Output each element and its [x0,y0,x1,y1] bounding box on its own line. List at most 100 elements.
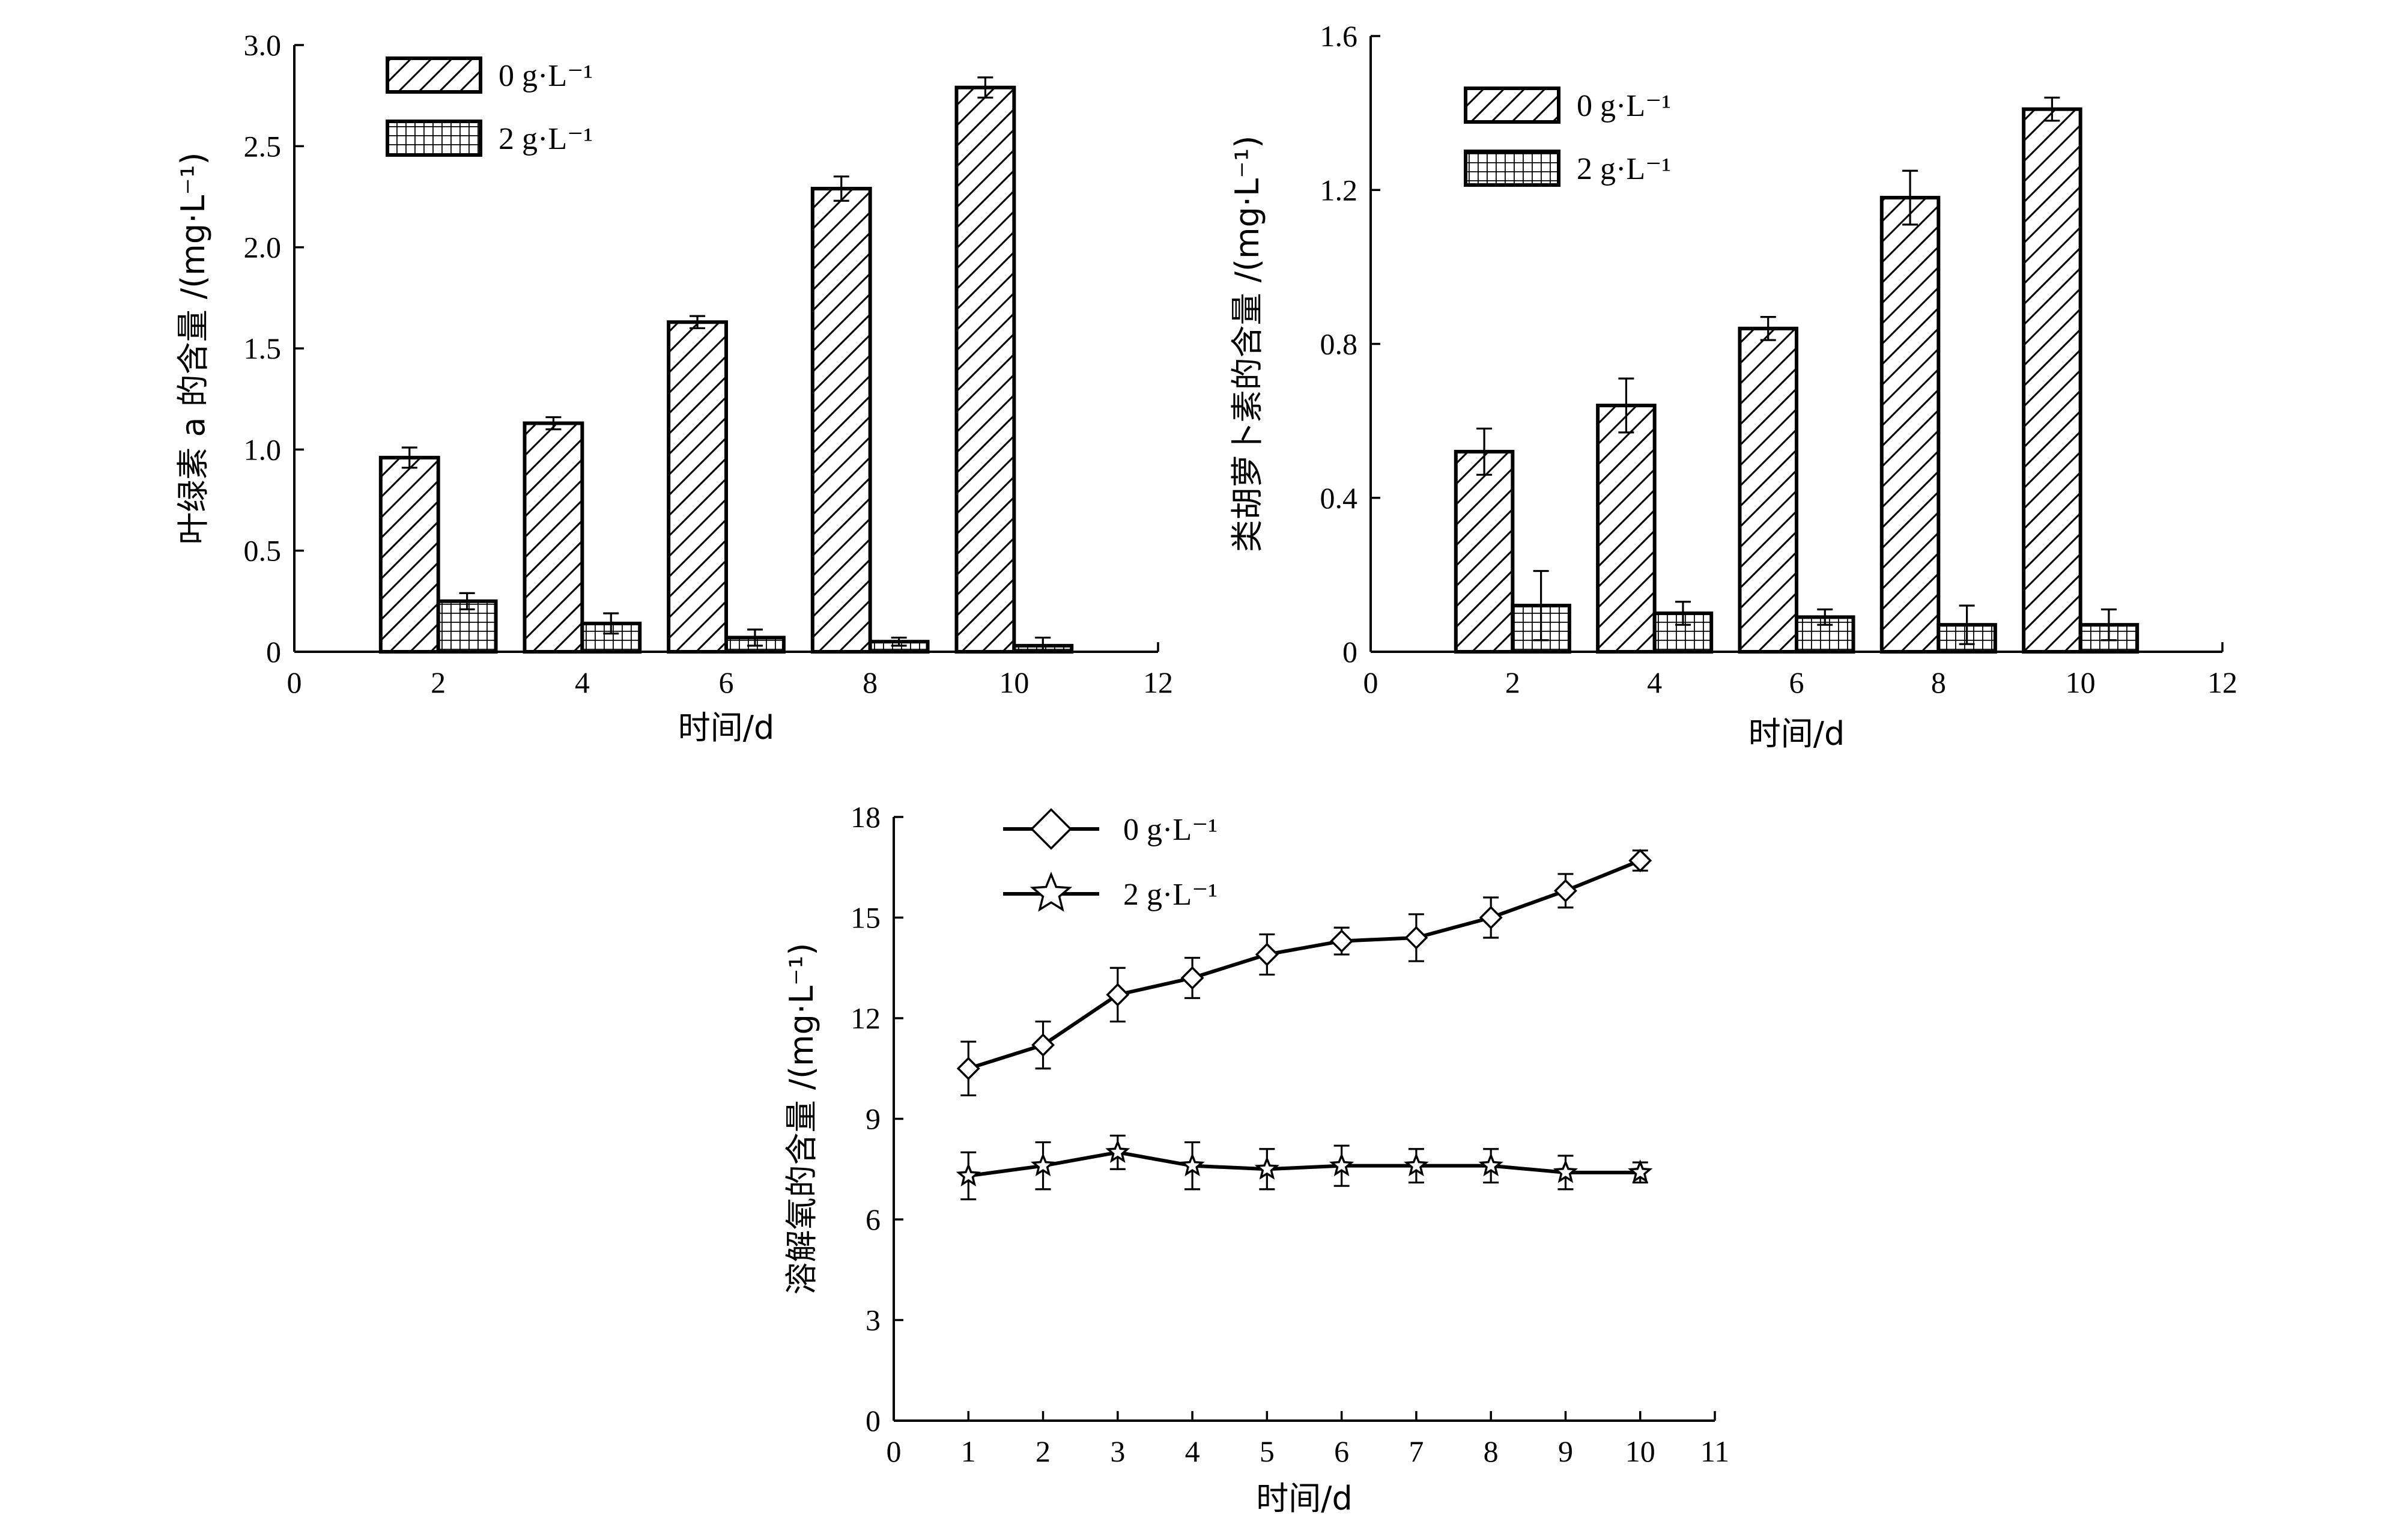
diamond-marker [1030,808,1072,850]
y-tick-label: 3.0 [244,28,282,62]
x-tick-label: 2 [1036,1434,1051,1468]
y-tick-label: 0.5 [244,534,282,568]
x-tick-label: 0 [887,1434,902,1468]
x-tick-label: 8 [1484,1434,1499,1468]
bar [1596,404,1657,654]
bar [1879,196,1941,654]
y-tick-label: 1.5 [244,332,282,365]
star-marker [1030,1153,1056,1177]
error-bar [1902,169,1918,226]
star-marker [1030,872,1073,912]
x-tick-label: 8 [1931,666,1946,699]
bar [1454,449,1515,654]
legend-swatch [386,120,482,157]
x-tick-label: 10 [2066,666,2096,699]
legend-label: 0 g·L⁻¹ [1123,813,1218,847]
star-marker [1180,1153,1205,1177]
bar [667,320,728,654]
bar [378,455,440,654]
y-tick-label: 0 [866,1404,881,1437]
x-tick-label: 0 [1363,666,1378,699]
error-bar [1959,604,1975,645]
x-axis-title: 时间/d [1256,1480,1352,1517]
error-bar [833,175,849,202]
bar [810,187,872,654]
error-bar [603,612,619,635]
x-tick-label: 5 [1260,1434,1275,1468]
chlorophyll-a-chart: 0 2 4 6 8 10 12 0 0.5 1.0 1.5 2.0 2.5 3.0 时间/d 叶绿素 a 的含… [174,28,1173,747]
diamond-marker [1479,906,1503,929]
x-tick-label: 4 [1647,666,1662,699]
star-marker [1329,1153,1354,1177]
legend-swatch [386,56,482,94]
x-tick-label: 10 [999,666,1029,699]
y-tick-label: 9 [866,1102,881,1136]
star-marker [1404,1153,1429,1177]
x-tick-label: 12 [1143,666,1173,699]
y-tick-label: 0 [266,635,281,669]
legend-label: 0 g·L⁻¹ [1577,89,1671,123]
y-tick-label: 12 [851,1001,881,1035]
x-tick-label: 4 [575,666,590,699]
diamond-marker [1106,983,1130,1007]
y-tick-label: 3 [866,1304,881,1337]
y-tick-label: 2.5 [244,129,282,163]
error-bar [747,628,763,647]
x-tick-label: 8 [863,666,878,699]
error-bar [1476,427,1493,476]
y-tick-label: 1.2 [1320,173,1358,207]
y-tick-label: 0.4 [1320,481,1358,515]
star-marker [1478,1153,1503,1177]
x-tick-label: 4 [1185,1434,1200,1468]
star-marker [1105,1139,1130,1163]
error-bar [401,446,417,469]
x-tick-label: 9 [1558,1434,1573,1468]
error-bar [690,315,706,329]
y-tick-label: 18 [851,800,881,834]
error-bar [1675,601,1691,626]
y-tick-label: 6 [866,1203,881,1236]
error-bar [1817,608,1833,626]
y-tick-label: 0.8 [1320,327,1358,361]
diamond-marker [1255,943,1279,967]
diamond-marker [1180,966,1204,990]
star-marker [956,1162,981,1187]
bar [2022,107,2082,654]
y-tick-label: 15 [851,901,881,935]
legend-label: 2 g·L⁻¹ [1577,152,1671,186]
carotenoid-chart: 0 2 4 6 8 10 12 0 0.4 0.8 1.2 1.6 时间/d 类胡萝卜素的含量 /(mg·… [1228,19,2237,753]
legend-label: 2 g·L⁻¹ [499,122,593,156]
error-bar [545,416,562,431]
series-line [968,1150,1640,1178]
legend-swatch [1464,87,1560,124]
diamond-marker [1628,849,1652,873]
x-tick-label: 3 [1110,1434,1125,1468]
star-marker [1553,1159,1579,1183]
series-line [968,858,1641,1070]
diamond-marker [1330,929,1354,953]
diamond-marker [1553,879,1577,903]
x-tick-label: 7 [1409,1434,1424,1468]
y-axis-title: 叶绿素 a 的含量 /(mg·L⁻¹) [174,152,212,544]
x-tick-label: 12 [2207,666,2237,699]
x-tick-label: 1 [961,1434,976,1468]
diamond-marker [1031,1033,1055,1057]
star-marker [1254,1156,1279,1180]
x-axis-title: 时间/d [678,709,774,747]
x-tick-label: 2 [1505,666,1520,699]
y-axis-title: 溶解氧的含量 /(mg·L⁻¹) [783,943,820,1295]
x-tick-label: 6 [1334,1434,1349,1468]
bar [523,421,584,654]
y-axis-title: 类胡萝卜素的含量 /(mg·L⁻¹) [1228,136,1266,553]
star-marker [1628,1159,1653,1183]
error-bar [2100,608,2117,642]
diamond-marker [956,1057,980,1081]
x-tick-label: 6 [1789,666,1804,699]
y-tick-label: 1.6 [1320,19,1358,53]
error-bar [1035,636,1051,653]
y-tick-label: 1.0 [244,433,282,466]
x-tick-label: 2 [431,666,446,699]
legend-label: 2 g·L⁻¹ [1123,878,1218,912]
